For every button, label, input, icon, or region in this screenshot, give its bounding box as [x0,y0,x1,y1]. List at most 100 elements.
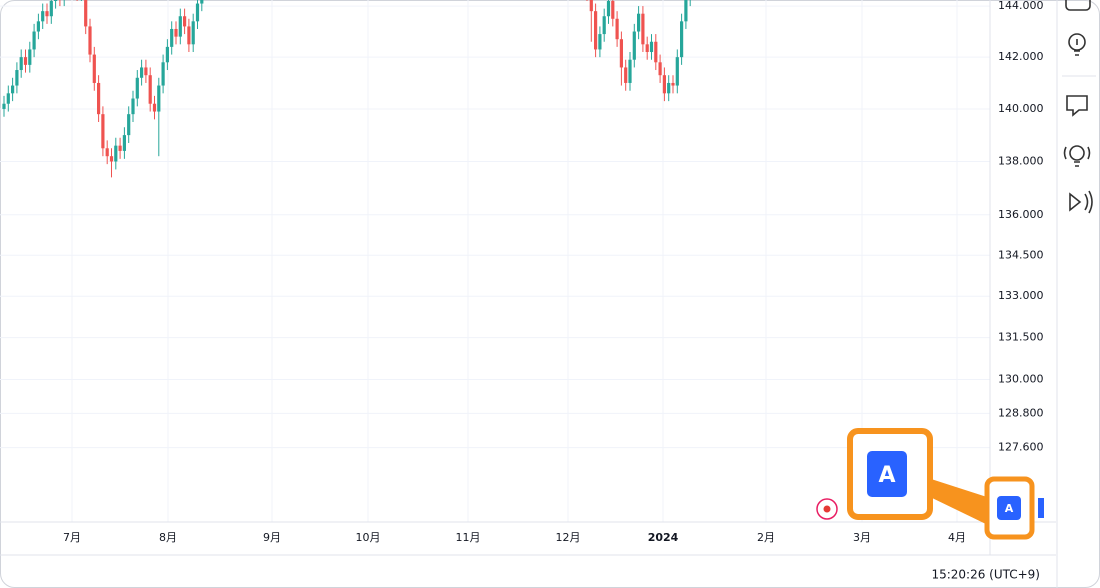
x-tick-label: 3月 [853,531,871,544]
x-tick-label: 10月 [356,531,381,544]
candle-body [15,70,19,86]
y-tick-label: 134.500 [998,248,1044,261]
candle-body [97,82,101,115]
candle-body [54,0,58,2]
candle-body [654,41,658,63]
callout-icon [867,451,907,497]
candle-body [170,28,174,47]
candle-body [628,59,632,83]
candle-body [144,67,148,76]
candle-body [84,0,88,27]
x-tick-label: 4月 [948,531,966,544]
x-tick-label: 7月 [63,531,81,544]
candle-body [684,0,688,22]
candle-body [11,85,15,94]
y-tick-label: 128.800 [998,406,1044,419]
candle-body [127,114,131,136]
candle-body [28,49,32,65]
candle-body [23,57,28,65]
callout-label: A [878,463,895,488]
x-tick-label: 2月 [757,531,775,544]
candle-body [671,82,675,86]
candle-body [200,0,204,4]
candle-body [178,16,182,37]
candle-body [632,31,636,60]
candle-body [135,77,139,99]
candle-body [131,98,135,115]
candle-body [140,67,144,78]
candle-body [658,62,662,76]
candle-body [174,28,178,37]
y-tick-label: 127.600 [998,441,1044,454]
candle-body [183,16,187,27]
candle-body [598,34,602,50]
y-tick-label: 140.000 [998,102,1044,115]
candle-body [152,103,157,112]
icon-ideas[interactable] [1068,33,1086,56]
candle-body [19,57,23,71]
y-tick-label: 133.000 [998,289,1044,302]
candle-body [187,26,191,45]
candle-body [191,21,195,45]
candle-body [148,75,152,104]
auto-scale-label: A [1005,502,1014,515]
candle-body [118,145,122,151]
y-tick-label: 142.000 [998,50,1044,63]
candle-body [165,46,169,63]
x-tick-label: 2024 [648,531,679,544]
candle-body [161,62,165,86]
x-tick-label: 12月 [556,531,581,544]
candle-body [6,93,10,104]
icon-replay[interactable] [1069,190,1093,214]
candle-body [114,145,118,162]
candle-body [606,1,611,17]
candle-body [49,1,53,17]
candle-body [594,11,598,50]
candle-body [195,3,200,22]
candle-body [45,11,49,17]
y-tick-label: 138.000 [998,154,1044,167]
candle-body [88,26,92,55]
candle-body [649,41,654,53]
candle-body [105,148,109,157]
x-tick-label: 8月 [159,531,177,544]
candle-body [615,18,619,40]
candle-body [619,39,623,68]
y-tick-label: 144.000 [998,0,1044,12]
y-tick-label: 131.500 [998,331,1044,344]
candle-body [611,1,615,19]
y-tick-label: 136.000 [998,208,1044,221]
icon-streams[interactable] [1063,145,1091,167]
candle-body [667,82,671,94]
candle-body [589,0,593,12]
candle-body [641,13,645,45]
candle-body [624,67,628,83]
x-tick-label: 9月 [263,531,281,544]
candle-body [157,85,161,112]
icon-watchlist[interactable] [1065,0,1091,11]
candle-body [41,11,45,22]
candle-body [637,13,641,32]
x-tick-label: 11月 [456,531,481,544]
candle-body [680,21,684,58]
candle-body [2,103,6,109]
candle-body [92,54,96,83]
callout-pointer [928,478,990,526]
candle-body [36,21,40,32]
event-marker-dot [823,505,831,513]
candle-body [645,44,649,53]
candle-body [122,135,126,151]
candle-body [101,114,105,149]
auto-scale-button[interactable] [997,496,1021,520]
candle-body [32,31,36,50]
candle-body [109,156,114,162]
candle-body [602,16,606,35]
candle-body [675,57,679,86]
icon-chat[interactable] [1066,95,1088,117]
y-tick-label: 130.000 [998,373,1044,386]
clock: 15:20:26 (UTC+9) [931,568,1040,582]
price-edge [1038,498,1044,518]
